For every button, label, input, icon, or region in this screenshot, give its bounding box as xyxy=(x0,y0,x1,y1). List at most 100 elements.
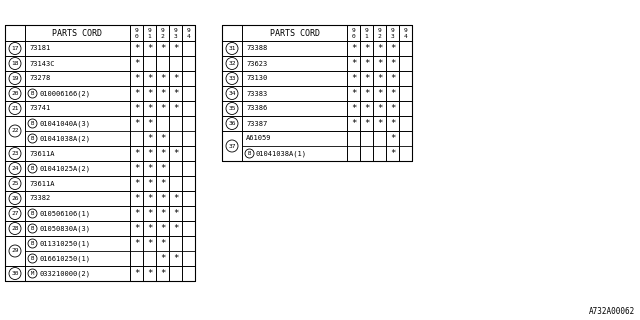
Text: 73382: 73382 xyxy=(29,196,51,202)
Text: *: * xyxy=(134,44,139,53)
Text: *: * xyxy=(147,89,152,98)
Text: 010506106(1): 010506106(1) xyxy=(39,210,90,217)
Text: *: * xyxy=(147,224,152,233)
Text: 9: 9 xyxy=(404,28,408,33)
Text: 18: 18 xyxy=(12,61,19,66)
Text: 011310250(1): 011310250(1) xyxy=(39,240,90,247)
Text: *: * xyxy=(160,74,165,83)
Text: *: * xyxy=(134,239,139,248)
Text: *: * xyxy=(377,89,382,98)
Text: 34: 34 xyxy=(228,91,236,96)
Text: *: * xyxy=(377,44,382,53)
Text: 27: 27 xyxy=(12,211,19,216)
Text: *: * xyxy=(147,119,152,128)
Text: *: * xyxy=(134,89,139,98)
Text: *: * xyxy=(351,104,356,113)
Text: M: M xyxy=(31,271,34,276)
Text: A732A00062: A732A00062 xyxy=(589,307,635,316)
Text: 73611A: 73611A xyxy=(29,180,54,187)
Text: 4: 4 xyxy=(187,34,190,38)
Text: *: * xyxy=(351,119,356,128)
Text: 73130: 73130 xyxy=(246,76,268,82)
Text: *: * xyxy=(173,149,178,158)
Text: *: * xyxy=(364,44,369,53)
Text: B: B xyxy=(31,166,34,171)
Text: 2: 2 xyxy=(378,34,381,38)
Text: 73383: 73383 xyxy=(246,91,268,97)
Text: 3: 3 xyxy=(173,34,177,38)
Text: *: * xyxy=(147,149,152,158)
Text: 9: 9 xyxy=(161,28,164,33)
Text: 20: 20 xyxy=(12,91,19,96)
Text: 01041040A(3): 01041040A(3) xyxy=(39,120,90,127)
Text: *: * xyxy=(377,74,382,83)
Text: *: * xyxy=(173,194,178,203)
Text: *: * xyxy=(147,194,152,203)
Text: 01041025A(2): 01041025A(2) xyxy=(39,165,90,172)
Text: B: B xyxy=(31,241,34,246)
Text: 73143C: 73143C xyxy=(29,60,54,67)
Text: *: * xyxy=(147,44,152,53)
Text: 016610250(1): 016610250(1) xyxy=(39,255,90,262)
Text: *: * xyxy=(147,179,152,188)
Text: B: B xyxy=(248,151,251,156)
Text: 26: 26 xyxy=(12,196,19,201)
Text: *: * xyxy=(160,254,165,263)
Text: *: * xyxy=(390,104,395,113)
Text: *: * xyxy=(173,209,178,218)
Text: *: * xyxy=(351,44,356,53)
Text: *: * xyxy=(390,44,395,53)
Text: *: * xyxy=(390,119,395,128)
Text: *: * xyxy=(147,239,152,248)
Text: *: * xyxy=(147,164,152,173)
Text: 24: 24 xyxy=(12,166,19,171)
Text: 9: 9 xyxy=(390,28,394,33)
Text: B: B xyxy=(31,211,34,216)
Text: *: * xyxy=(134,194,139,203)
Text: B: B xyxy=(31,121,34,126)
Text: *: * xyxy=(160,44,165,53)
Text: *: * xyxy=(351,89,356,98)
Text: *: * xyxy=(377,104,382,113)
Text: *: * xyxy=(173,254,178,263)
Text: 4: 4 xyxy=(404,34,408,38)
Text: 33: 33 xyxy=(228,76,236,81)
Text: 3: 3 xyxy=(390,34,394,38)
Text: 01041038A(1): 01041038A(1) xyxy=(256,150,307,157)
Text: *: * xyxy=(364,104,369,113)
Text: *: * xyxy=(364,119,369,128)
Text: 73386: 73386 xyxy=(246,106,268,111)
Text: *: * xyxy=(160,89,165,98)
Text: 010006166(2): 010006166(2) xyxy=(39,90,90,97)
Text: 30: 30 xyxy=(12,271,19,276)
Text: 29: 29 xyxy=(12,249,19,253)
Text: B: B xyxy=(31,136,34,141)
Bar xyxy=(5,25,195,281)
Text: *: * xyxy=(390,89,395,98)
Text: *: * xyxy=(173,224,178,233)
Text: 73623: 73623 xyxy=(246,60,268,67)
Bar xyxy=(222,25,412,161)
Text: *: * xyxy=(134,59,139,68)
Text: 21: 21 xyxy=(12,106,19,111)
Text: *: * xyxy=(134,209,139,218)
Text: *: * xyxy=(377,59,382,68)
Text: *: * xyxy=(364,89,369,98)
Text: *: * xyxy=(160,164,165,173)
Text: PARTS CORD: PARTS CORD xyxy=(269,28,319,37)
Text: *: * xyxy=(390,134,395,143)
Text: *: * xyxy=(390,59,395,68)
Text: *: * xyxy=(147,134,152,143)
Text: 22: 22 xyxy=(12,129,19,133)
Text: 01041038A(2): 01041038A(2) xyxy=(39,135,90,142)
Text: *: * xyxy=(351,59,356,68)
Text: *: * xyxy=(160,134,165,143)
Text: *: * xyxy=(160,179,165,188)
Text: 9: 9 xyxy=(148,28,152,33)
Text: 9: 9 xyxy=(134,28,138,33)
Text: 36: 36 xyxy=(228,121,236,126)
Text: 19: 19 xyxy=(12,76,19,81)
Text: 0: 0 xyxy=(134,34,138,38)
Text: *: * xyxy=(160,239,165,248)
Text: 1: 1 xyxy=(365,34,369,38)
